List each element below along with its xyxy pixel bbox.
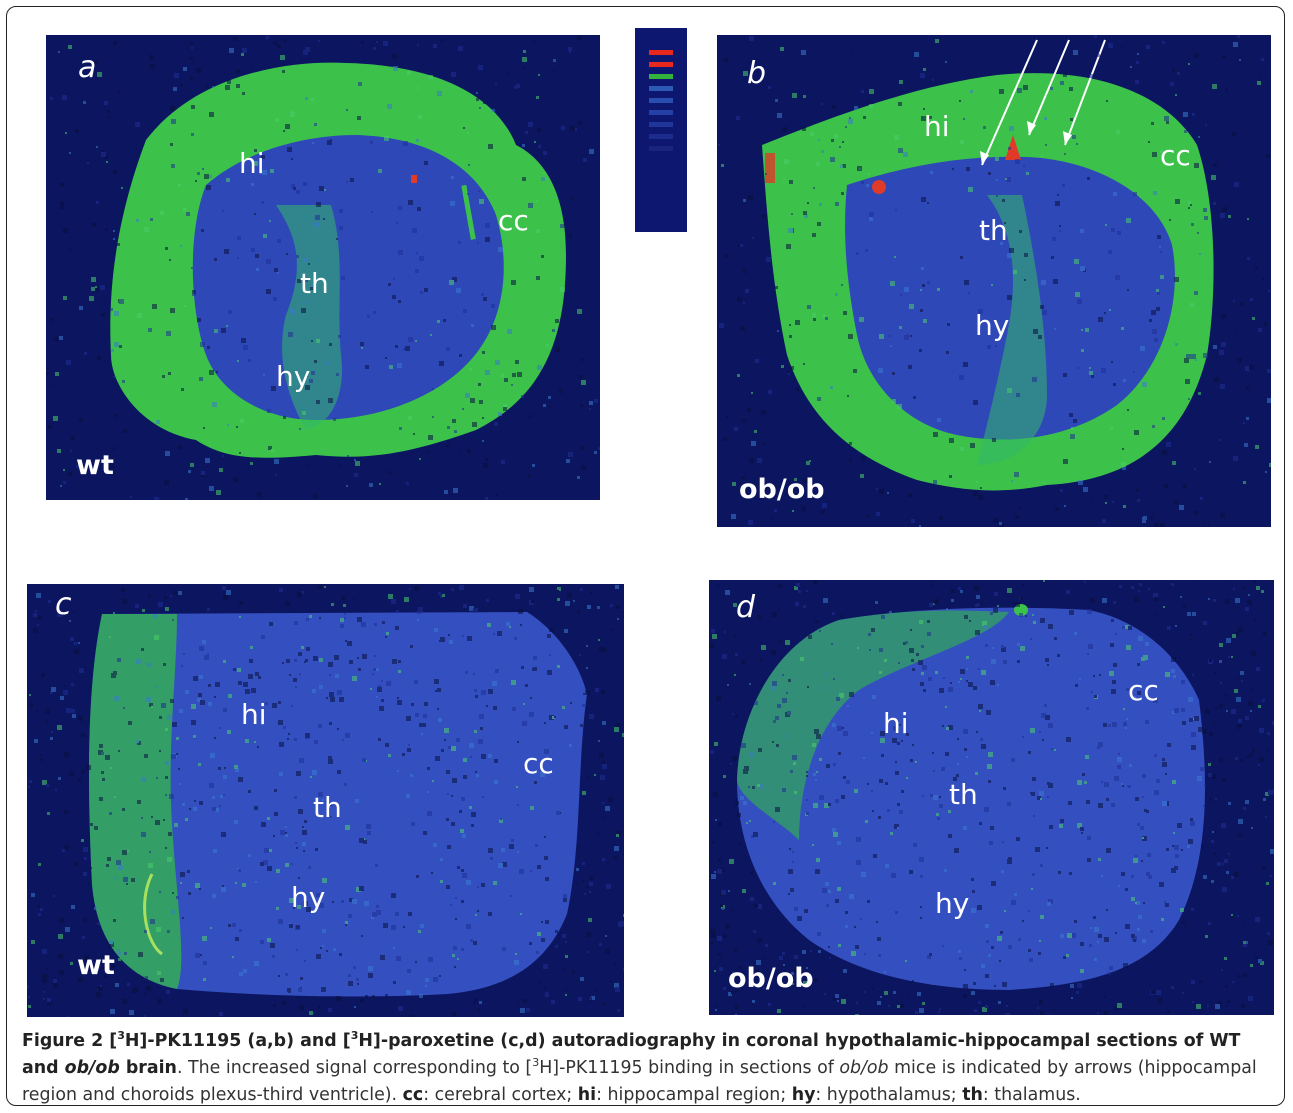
scale-swatch <box>649 50 673 55</box>
region-label-cc: cc <box>523 747 554 780</box>
panel-a-autoradiograph: a hi cc th hy wt <box>46 35 600 500</box>
panel-letter: c <box>55 587 72 622</box>
scale-swatch <box>649 86 673 91</box>
panel-d-autoradiograph: d hi cc th hy ob/ob <box>709 580 1274 1015</box>
scale-swatch <box>649 146 673 151</box>
region-label-hy: hy <box>975 309 1010 342</box>
region-label-hy: hy <box>935 887 970 920</box>
figure-caption: Figure 2 [3H]-PK11195 (a,b) and [3H]-par… <box>22 1029 1257 1105</box>
speckle-texture <box>46 35 600 500</box>
region-label-th: th <box>949 778 978 811</box>
figure-frame <box>6 6 1285 1106</box>
panel-letter: b <box>747 56 767 91</box>
region-label-th: th <box>313 791 342 824</box>
abbr-term: th <box>962 1085 983 1105</box>
brain-section-a-midline <box>276 205 342 430</box>
region-label-hi: hi <box>239 147 265 180</box>
region-label-hy: hy <box>276 360 311 393</box>
region-label-cc: cc <box>1160 139 1191 172</box>
panel-letter: d <box>736 590 756 625</box>
figure-label: Figure 2 <box>22 1031 104 1051</box>
region-label-hi: hi <box>924 110 950 143</box>
region-label-hy: hy <box>291 881 326 914</box>
panel-letter: a <box>78 50 97 85</box>
genotype-label: wt <box>77 950 115 981</box>
panel-b-autoradiograph: b hi cc th hy ob/ob <box>717 35 1271 527</box>
scale-swatch <box>649 110 673 115</box>
speckle-texture <box>27 585 624 1017</box>
genotype-label: ob/ob <box>739 474 825 505</box>
arrow-2 <box>1028 39 1070 136</box>
arrow-1 <box>981 39 1038 166</box>
genotype-label: ob/ob <box>728 963 814 994</box>
region-label-hi: hi <box>883 707 909 740</box>
scale-swatch <box>649 98 673 103</box>
caption-title: Figure 2 [3H]-PK11195 (a,b) and [3H]-par… <box>22 1029 1241 1078</box>
region-label-cc: cc <box>498 204 529 237</box>
abbr-term: hy <box>791 1085 816 1105</box>
scale-swatch <box>649 134 673 139</box>
speckle-texture <box>709 580 1274 1015</box>
brain-section-c-cortex <box>89 614 182 989</box>
abbr-term: hi <box>577 1085 597 1105</box>
arrow-3 <box>1064 39 1106 146</box>
intensity-color-scale <box>635 28 687 232</box>
genotype-label: wt <box>76 450 114 481</box>
brain-section-a-inner <box>192 135 504 420</box>
speckle-texture <box>718 35 1271 527</box>
abbr-term: cc <box>402 1085 424 1105</box>
region-label-th: th <box>300 267 329 300</box>
scale-swatch <box>649 74 673 79</box>
region-label-hi: hi <box>241 698 267 731</box>
brain-section-d-cortex <box>737 610 1009 840</box>
panel-c-autoradiograph: c hi cc th hy wt <box>27 584 624 1017</box>
region-label-cc: cc <box>1128 674 1159 707</box>
brain-section-b-midline <box>977 195 1047 465</box>
region-label-th: th <box>979 214 1008 247</box>
scale-swatch <box>649 62 673 67</box>
scale-swatch <box>649 122 673 127</box>
